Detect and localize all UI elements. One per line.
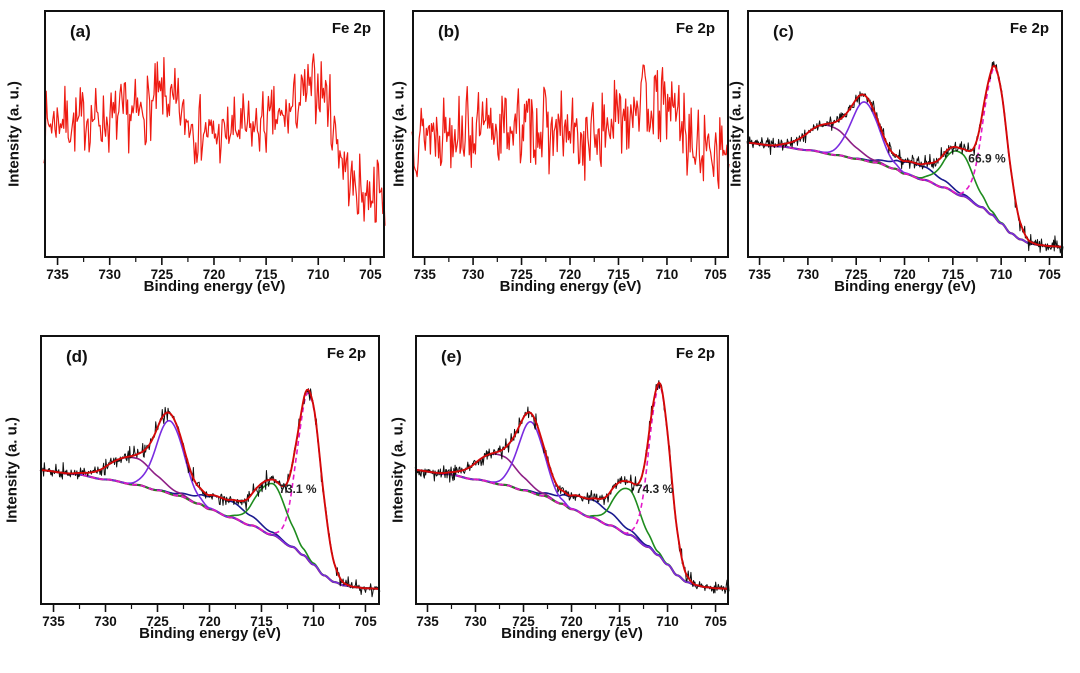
component-satellite-3 (414, 453, 730, 590)
raw-spectrum (39, 388, 381, 598)
plot-d: 735 730 725 720 715 710 705 73.1 % (39, 335, 381, 629)
x-tick-label: 730 (462, 267, 485, 282)
x-tick-label: 735 (413, 267, 436, 282)
x-tick-label: 715 (250, 614, 273, 629)
plot-frame (415, 335, 729, 605)
x-tick-label: 720 (893, 267, 916, 282)
fit-envelope (414, 381, 730, 590)
corner-label: Fe 2p (675, 345, 715, 362)
plot-c: 735 730 725 720 715 710 705 66.9 % (746, 10, 1064, 282)
x-tick-label: 705 (704, 614, 727, 629)
corner-label: Fe 2p (1009, 20, 1049, 37)
plot-frame (44, 10, 385, 258)
x-tick-label: 710 (656, 267, 679, 282)
plot-b: 735 730 725 720 715 710 705 (411, 10, 730, 282)
panel-letter: (b) (438, 22, 460, 41)
shirley-background (746, 141, 1064, 248)
x-tick-label: 730 (94, 614, 117, 629)
x-tick-label: 720 (559, 267, 582, 282)
x-tick-label: 730 (98, 267, 121, 282)
x-tick-label: 720 (198, 614, 221, 629)
x-axis-label: Binding energy (eV) (834, 278, 976, 295)
x-tick-label: 720 (560, 614, 583, 629)
x-tick-label: 725 (512, 614, 535, 629)
panel-letter: (a) (70, 22, 91, 41)
panel-letter: (e) (441, 347, 462, 366)
panel-c: 735 730 725 720 715 710 705 66.9 % (c) Fe 2p (746, 10, 1064, 282)
component-satellite-2 (746, 141, 1064, 248)
x-tick-label: 720 (203, 267, 226, 282)
raw-spectrum (411, 64, 730, 190)
x-tick-label: 735 (42, 614, 65, 629)
x-tick-label: 725 (510, 267, 533, 282)
panel-letter: (c) (773, 22, 794, 41)
panel-e: 735 730 725 720 715 710 705 74.3 % (e) Fe 2p (414, 335, 730, 629)
y-axis-label: Intensity (a. u.) (3, 417, 21, 523)
x-tick-label: 710 (990, 267, 1013, 282)
raw-spectrum (43, 53, 386, 226)
percentage-label: 74.3 % (636, 482, 674, 496)
component-satellite-1 (414, 469, 730, 590)
x-tick-label: 725 (845, 267, 868, 282)
x-tick-label: 735 (46, 267, 69, 282)
x-tick-label: 715 (255, 267, 278, 282)
fit-envelope (39, 388, 381, 590)
component-satellite-2 (414, 469, 730, 590)
plot-frame (747, 10, 1063, 258)
x-tick-label: 735 (748, 267, 771, 282)
x-tick-label: 705 (354, 614, 377, 629)
fit-envelope (746, 64, 1064, 248)
x-axis-label: Binding energy (eV) (139, 625, 281, 642)
x-tick-label: 705 (1038, 267, 1061, 282)
corner-label: Fe 2p (326, 345, 366, 362)
x-tick-label: 725 (151, 267, 174, 282)
panel-b: 735 730 725 720 715 710 705 (b) Fe 2p (411, 10, 730, 282)
x-tick-label: 730 (797, 267, 820, 282)
x-tick-label: 705 (704, 267, 727, 282)
plot-e: 735 730 725 720 715 710 705 74.3 % (414, 335, 730, 629)
component-Fe2p3/2-main (39, 392, 381, 590)
x-tick-label: 710 (307, 267, 330, 282)
y-axis-label: Intensity (a. u.) (5, 81, 23, 187)
plot-a: 735 730 725 720 715 710 705 (43, 10, 386, 282)
x-axis-label: Binding energy (eV) (499, 278, 642, 295)
x-tick-label: 715 (608, 614, 631, 629)
corner-label: Fe 2p (331, 20, 371, 37)
plot-frame (40, 335, 380, 605)
x-axis-label: Binding energy (eV) (143, 278, 286, 295)
component-Fe2p1/2-main (39, 419, 381, 590)
y-axis-label: Intensity (a. u.) (389, 417, 407, 523)
x-tick-label: 705 (359, 267, 382, 282)
percentage-label: 66.9 % (968, 152, 1006, 166)
panel-letter: (d) (66, 347, 88, 366)
corner-label: Fe 2p (675, 20, 715, 37)
shirley-background (414, 468, 730, 590)
panel-d: 735 730 725 720 715 710 705 73.1 % (d) Fe 2p (39, 335, 381, 629)
x-tick-label: 710 (302, 614, 325, 629)
x-tick-label: 710 (656, 614, 679, 629)
component-satellite-1 (746, 141, 1064, 248)
x-tick-label: 715 (942, 267, 965, 282)
plot-frame (412, 10, 729, 258)
y-axis-label: Intensity (a. u.) (727, 81, 745, 187)
raw-spectrum (746, 61, 1064, 254)
component-Fe2p3/2-main (746, 67, 1064, 248)
x-tick-label: 730 (464, 614, 487, 629)
x-tick-label: 715 (607, 267, 630, 282)
panel-a: 735 730 725 720 715 710 705 (a) Fe 2p (43, 10, 386, 282)
y-axis-label: Intensity (a. u.) (390, 81, 408, 187)
percentage-label: 73.1 % (279, 482, 317, 496)
x-tick-label: 735 (416, 614, 439, 629)
x-tick-label: 725 (146, 614, 169, 629)
x-axis-label: Binding energy (eV) (501, 625, 643, 642)
